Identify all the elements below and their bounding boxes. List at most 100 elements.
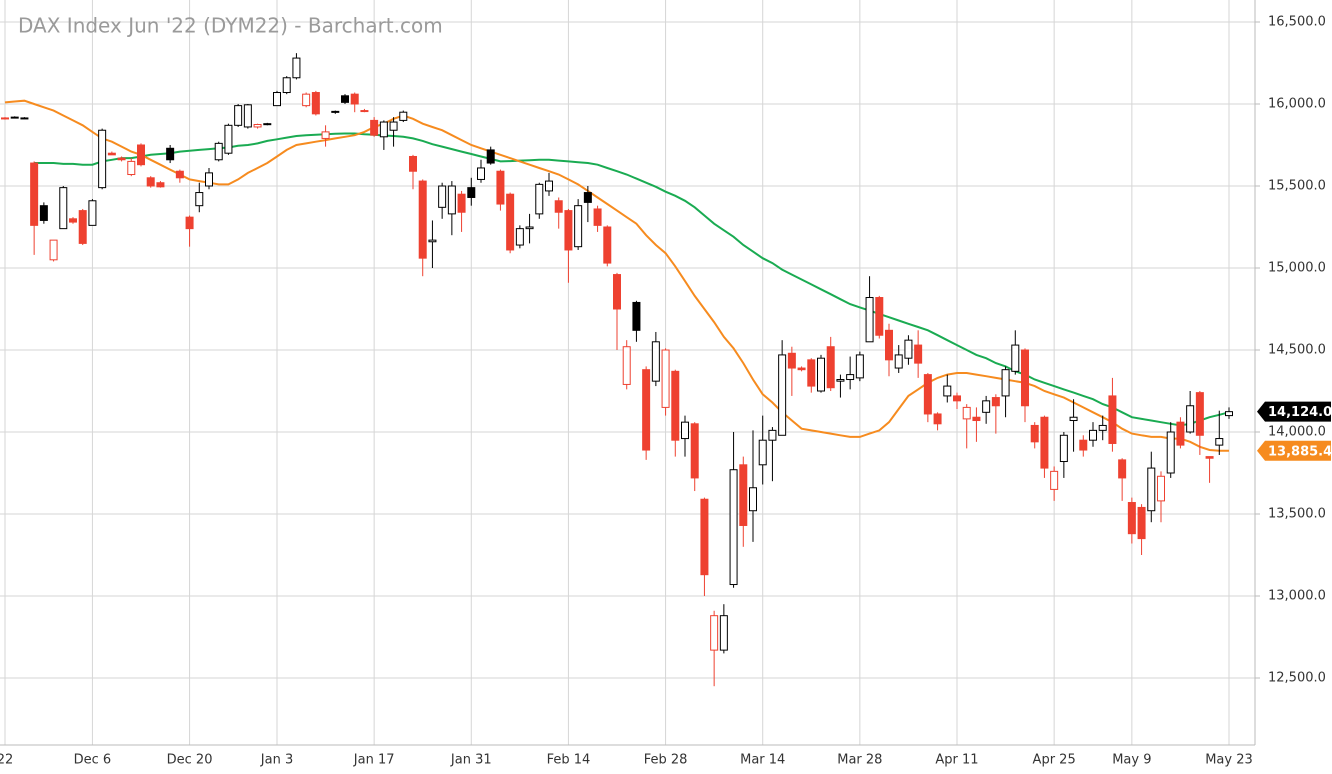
- candle-body: [1030, 424, 1039, 443]
- candle-body: [1147, 467, 1156, 512]
- candle-body: [78, 210, 87, 244]
- candle-body: [564, 210, 573, 251]
- y-tick-label: 13,500.0: [1268, 507, 1326, 522]
- candle-body: [943, 385, 952, 397]
- candle-body: [447, 185, 456, 215]
- y-tick-label: 16,000.0: [1268, 97, 1326, 112]
- candle-body: [1157, 475, 1165, 502]
- candle-body: [778, 354, 787, 436]
- candle-body: [865, 297, 874, 343]
- x-tick-label: 22: [0, 753, 13, 768]
- y-tick-label: 14,500.0: [1268, 343, 1326, 358]
- x-tick-label: Feb 28: [644, 753, 688, 768]
- candle-body: [681, 421, 689, 440]
- candle-body: [389, 121, 398, 131]
- candle-body: [875, 297, 884, 336]
- candle-body: [311, 92, 320, 115]
- candle-body: [574, 205, 583, 248]
- marks: [1, 53, 1233, 687]
- candle-body: [923, 374, 932, 415]
- candle-body: [59, 187, 68, 230]
- candle-body: [1089, 429, 1097, 441]
- price-badge-label: 14,124.0: [1268, 405, 1332, 420]
- candle-body: [1225, 411, 1233, 417]
- candle-body: [1040, 416, 1049, 469]
- candle-body: [719, 615, 728, 651]
- x-tick-label: Dec 6: [74, 753, 112, 768]
- candle-body: [263, 123, 272, 126]
- candle-body: [98, 129, 107, 189]
- candle-body: [1098, 424, 1107, 431]
- y-tick-label: 13,000.0: [1268, 589, 1326, 604]
- candle-body: [350, 93, 359, 105]
- candle-body: [321, 131, 330, 139]
- candle-body: [370, 119, 379, 136]
- candle-body: [1215, 438, 1224, 446]
- candle-body: [273, 92, 281, 107]
- candle-body: [613, 274, 621, 310]
- candle-body: [1069, 416, 1078, 422]
- y-tick-label: 15,500.0: [1268, 179, 1326, 194]
- candle-body: [175, 170, 184, 179]
- x-tick-label: Dec 20: [167, 753, 213, 768]
- candle-body: [409, 155, 417, 172]
- x-tick-label: Mar 14: [740, 753, 785, 768]
- candle-body: [185, 216, 194, 230]
- candle-body: [107, 152, 116, 156]
- candle-body: [603, 226, 612, 264]
- x-tick-label: May 23: [1205, 753, 1253, 768]
- candle-body: [758, 439, 767, 466]
- candle-body: [991, 397, 1000, 407]
- candle-body: [214, 142, 223, 161]
- candle-body: [807, 359, 816, 387]
- candle-body: [1001, 369, 1010, 397]
- candle-body: [545, 180, 553, 192]
- y-tick-label: 14,000.0: [1268, 425, 1326, 440]
- candle-body: [622, 346, 631, 385]
- candle-body: [379, 121, 388, 138]
- x-tick-label: May 9: [1112, 753, 1151, 768]
- candle-body: [962, 406, 971, 420]
- candle-body: [20, 117, 29, 120]
- candle-body: [700, 498, 709, 576]
- candle-body: [972, 416, 981, 422]
- candle-body: [797, 367, 806, 371]
- labels: 12,500.0 13,000.0 13,500.0 14,000.0 14,500.0…: [0, 15, 1332, 768]
- candle-body: [1118, 459, 1127, 479]
- candle-body: [477, 167, 485, 180]
- y-tick-label: 16,500.0: [1268, 15, 1326, 30]
- candle-body: [632, 301, 641, 331]
- candle-body: [1195, 392, 1204, 436]
- candle-body: [341, 95, 349, 103]
- candle-body: [486, 149, 495, 164]
- candle-body: [1059, 434, 1068, 463]
- candle-body: [331, 110, 340, 113]
- candle-body: [836, 379, 845, 382]
- candle-body: [166, 147, 175, 161]
- candle-body: [146, 177, 155, 187]
- candle-body: [496, 170, 505, 205]
- candle-body: [826, 346, 835, 389]
- x-tick-label: Feb 14: [547, 753, 591, 768]
- candle-body: [933, 413, 942, 425]
- candle-body: [282, 77, 291, 94]
- candle-body: [399, 111, 408, 121]
- candle-body: [855, 354, 864, 379]
- candle-body: [428, 239, 437, 243]
- x-tick-label: Jan 31: [450, 753, 492, 768]
- candle-body: [438, 185, 447, 208]
- candle-body: [137, 144, 145, 166]
- candle-body: [894, 354, 903, 369]
- candle-body: [1108, 395, 1117, 444]
- candle-body: [457, 193, 466, 213]
- candle-body: [1021, 349, 1029, 407]
- x-tick-label: Jan 3: [260, 753, 293, 768]
- candle-body: [690, 423, 699, 479]
- candle-body: [195, 192, 204, 207]
- candle-body: [205, 172, 213, 187]
- x-tick-label: Mar 28: [837, 753, 882, 768]
- candle-body: [234, 105, 243, 126]
- candle-body: [535, 183, 544, 215]
- candle-body: [642, 369, 651, 451]
